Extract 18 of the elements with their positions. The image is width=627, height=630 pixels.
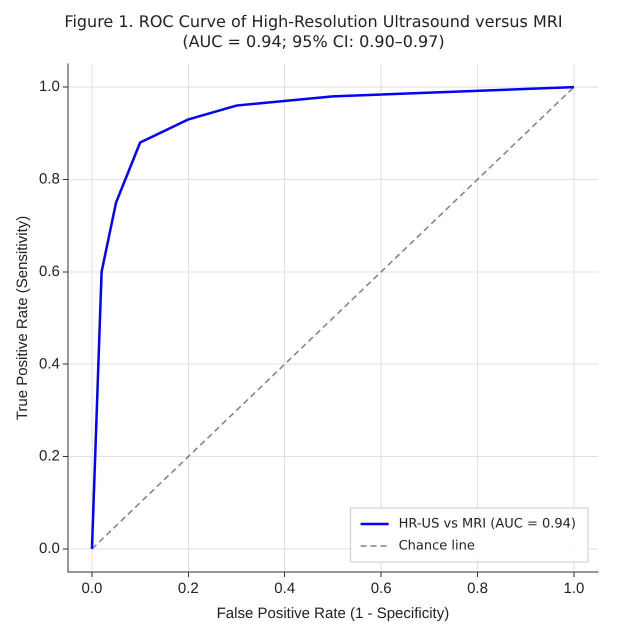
legend-label: Chance line xyxy=(398,538,475,554)
x-tick-label: 0.0 xyxy=(82,580,102,598)
y-tick-label: 0.2 xyxy=(38,448,60,465)
y-tick-label: 0.4 xyxy=(38,355,60,372)
y-tick-label: 0.8 xyxy=(38,170,60,188)
y-tick-label: 0.6 xyxy=(38,262,60,280)
x-tick-label: 0.8 xyxy=(467,580,488,598)
y-tick-label: 1.0 xyxy=(38,78,60,96)
chart-title: Figure 1. ROC Curve of High-Resolution Ultrasound versus MRI xyxy=(63,12,564,32)
x-axis-title: False Positive Rate (1 - Specificity) xyxy=(216,605,450,622)
x-tick-label: 0.6 xyxy=(370,580,392,598)
x-tick-label: 0.2 xyxy=(178,580,199,598)
chart-subtitle: (AUC = 0.94; 95% CI: 0.90–0.97) xyxy=(181,32,446,52)
y-axis-title: True Positive Rate (Sensitivity) xyxy=(14,216,32,420)
legend-label: HR-US vs MRI (AUC = 0.94) xyxy=(398,516,576,532)
y-tick-label: 0.0 xyxy=(38,540,60,558)
x-tick-label: 0.4 xyxy=(274,580,296,598)
x-tick-label: 1.0 xyxy=(563,580,584,598)
